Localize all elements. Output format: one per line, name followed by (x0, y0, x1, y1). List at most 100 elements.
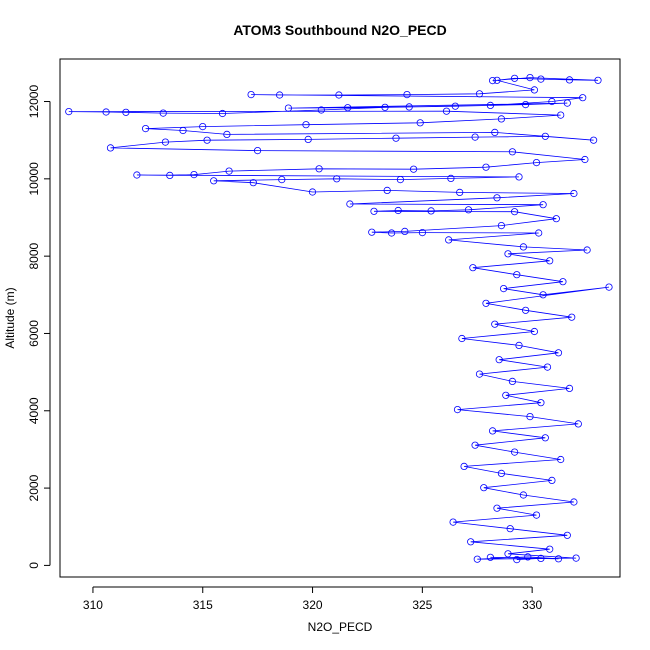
data-point (401, 227, 409, 235)
data-point (344, 104, 352, 112)
data-point (427, 207, 435, 215)
data-point (203, 136, 211, 144)
data-point (387, 229, 396, 237)
data-point (515, 173, 523, 181)
data-point (486, 553, 494, 561)
y-tick-label: 10000 (27, 162, 41, 196)
data-point (568, 313, 576, 321)
data-point (65, 108, 73, 116)
data-point (315, 165, 323, 173)
data-point (396, 176, 404, 184)
x-tick-label: 310 (83, 598, 103, 612)
data-point (275, 91, 284, 99)
data-point (539, 291, 547, 299)
data-point (304, 135, 312, 143)
data-point (554, 349, 563, 357)
data-point (594, 76, 602, 84)
data-point (493, 504, 501, 512)
x-tick-label: 330 (522, 598, 542, 612)
data-point (488, 427, 497, 435)
data-point (499, 284, 508, 293)
x-tick-label: 325 (412, 598, 432, 612)
data-point (453, 405, 462, 414)
data-point (532, 159, 541, 167)
data-point (383, 186, 391, 194)
data-point (409, 165, 418, 173)
x-axis: 310 315 320 325 330 (83, 586, 542, 612)
data-point (506, 525, 514, 533)
data-point (497, 115, 505, 123)
data-point (482, 299, 490, 307)
data-point (508, 148, 517, 156)
y-tick-label: 6000 (27, 320, 41, 347)
data-point (548, 97, 556, 106)
data-point (161, 138, 169, 146)
data-point (521, 101, 530, 109)
data-point (480, 484, 488, 492)
data-point (335, 91, 343, 99)
data-point (166, 171, 174, 179)
data-point (447, 174, 455, 182)
data-point (513, 555, 521, 564)
data-point (488, 77, 497, 85)
data-point (308, 188, 317, 196)
data-point (179, 126, 187, 135)
data-point (142, 125, 150, 133)
data-point (491, 128, 499, 136)
data-point (508, 377, 517, 385)
data-point (346, 200, 354, 208)
data-point (605, 283, 613, 291)
data-point (570, 189, 578, 198)
data-point (565, 76, 574, 84)
data-point (554, 555, 563, 563)
data-point (456, 188, 464, 196)
data-point (475, 90, 484, 98)
data-point (502, 391, 510, 399)
data-point (368, 228, 376, 236)
data-point (548, 476, 556, 484)
data-point (159, 109, 167, 117)
plot-area-border (59, 58, 621, 578)
data-point (504, 250, 512, 258)
data-point (467, 538, 475, 546)
data-point (486, 101, 494, 110)
data-point (530, 327, 539, 336)
data-point (302, 121, 310, 129)
data-point (458, 334, 466, 343)
data-point (552, 215, 560, 223)
y-tick-label: 0 (27, 562, 41, 569)
data-point (278, 176, 286, 184)
data-point (510, 448, 519, 456)
data-point (451, 102, 459, 110)
data-point (190, 171, 198, 179)
data-point (471, 133, 479, 141)
data-point (471, 441, 479, 449)
data-point (579, 94, 587, 102)
y-axis-label: Altitude (m) (3, 287, 17, 348)
data-point (537, 75, 545, 83)
data-point (589, 136, 598, 144)
data-point (225, 167, 233, 175)
data-point (464, 206, 473, 214)
data-point (218, 109, 227, 118)
data-point (546, 257, 554, 265)
series-line (68, 77, 610, 560)
data-point (583, 246, 591, 254)
data-point (510, 74, 519, 82)
y-tick-label: 2000 (27, 474, 41, 501)
data-point (519, 243, 528, 251)
data-point (504, 550, 512, 558)
data-point (546, 545, 554, 553)
data-point (570, 498, 578, 506)
data-point (460, 462, 468, 470)
data-point (497, 469, 505, 477)
data-point (122, 108, 130, 116)
data-point (510, 208, 519, 216)
data-point (497, 222, 505, 230)
y-tick-label: 12000 (27, 85, 41, 119)
data-point (513, 271, 521, 279)
data-point (247, 91, 255, 99)
data-point (102, 108, 110, 116)
